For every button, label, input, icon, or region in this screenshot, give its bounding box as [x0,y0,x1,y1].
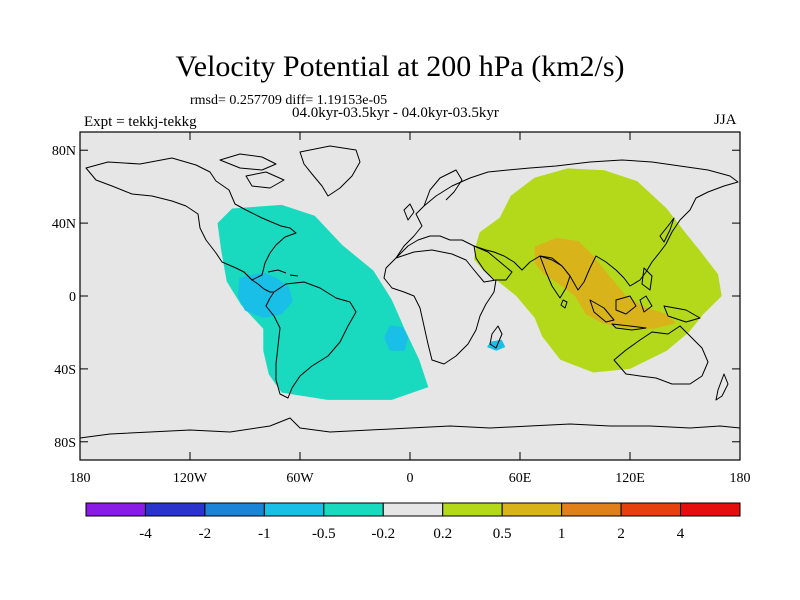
experiment-label: Expt = tekkj-tekkg [84,114,197,130]
coast-eurasia [395,159,739,291]
coast-sri-lanka [560,299,568,309]
colorbar-label: -1 [258,526,271,542]
axes: 180 120W 60W 0 60E 120E 180 80N 40N 0 40S 80S [52,132,751,486]
colorbar-swatch [144,502,206,517]
x-tick-label: 120W [173,471,208,486]
coast-antarctica [79,417,741,439]
colorbar-label: -0.5 [312,526,336,542]
contour-south-asia-positive-core [534,237,676,329]
colorbar-swatch [620,502,682,517]
coast-australia [613,325,709,385]
contour-south-pacific-negative-core [237,272,293,318]
colorbar-label: -2 [199,526,212,542]
coast-madagascar [489,325,503,349]
x-tick-label: 60E [509,471,532,486]
coast-india [539,255,571,299]
colorbar-swatch [85,502,146,517]
page-title: Velocity Potential at 200 hPa (km2/s) [175,50,625,83]
x-tick-label: 0 [407,471,414,486]
coast-central-america [243,271,274,293]
colorbar-label: 0.2 [433,526,452,542]
contour-south-atlantic-negative-core [384,325,409,351]
colorbar-label: -0.2 [371,526,395,542]
colorbar-swatch [323,502,384,517]
colorbar-swatch [680,502,741,517]
coast-caribbean [267,269,299,277]
colorbar-swatch [263,502,325,517]
season-label: JJA [714,112,737,128]
colorbar: -4 -2 -1 -0.5 -0.2 0.2 0.5 1 2 4 [85,502,741,542]
x-tick-label: 180 [730,471,751,486]
coast-indonesia [589,267,701,331]
coastlines [79,145,741,439]
colorbar-label: 0.5 [493,526,512,542]
coast-greenland [299,145,361,197]
x-tick-label: 120E [615,471,645,486]
stats-label: rmsd= 0.257709 diff= 1.19153e-05 [190,93,388,108]
colorbar-swatch [561,502,622,517]
coast-british-isles [403,203,415,221]
coast-new-zealand [715,373,729,401]
coast-africa [383,249,497,365]
x-tick-label: 60W [286,471,314,486]
colorbar-label: 4 [677,526,685,542]
coast-north-america [85,157,297,281]
coast-arctic-islands [219,153,285,189]
y-tick-label: 40S [54,363,76,378]
colorbar-label: 2 [617,526,625,542]
coast-south-america [265,281,357,399]
colorbar-swatch [501,502,563,517]
contour-madagascar-negative [487,339,506,351]
y-tick-label: 80N [52,144,76,159]
y-tick-label: 40N [52,217,76,232]
colorbar-label: -4 [139,526,152,542]
y-tick-label: 0 [69,290,76,305]
y-tick-label: 80S [54,436,76,451]
x-tick-label: 180 [70,471,91,486]
coast-japan [659,217,675,243]
colorbar-swatch [442,502,503,517]
colorbar-label: 1 [558,526,566,542]
coast-scandinavia [423,169,463,207]
coast-arabia [473,245,513,281]
period-label: 04.0kyr-03.5kyr - 04.0kyr-03.5kyr [292,105,499,121]
colorbar-swatch [382,502,444,517]
colorbar-swatch [204,502,265,517]
